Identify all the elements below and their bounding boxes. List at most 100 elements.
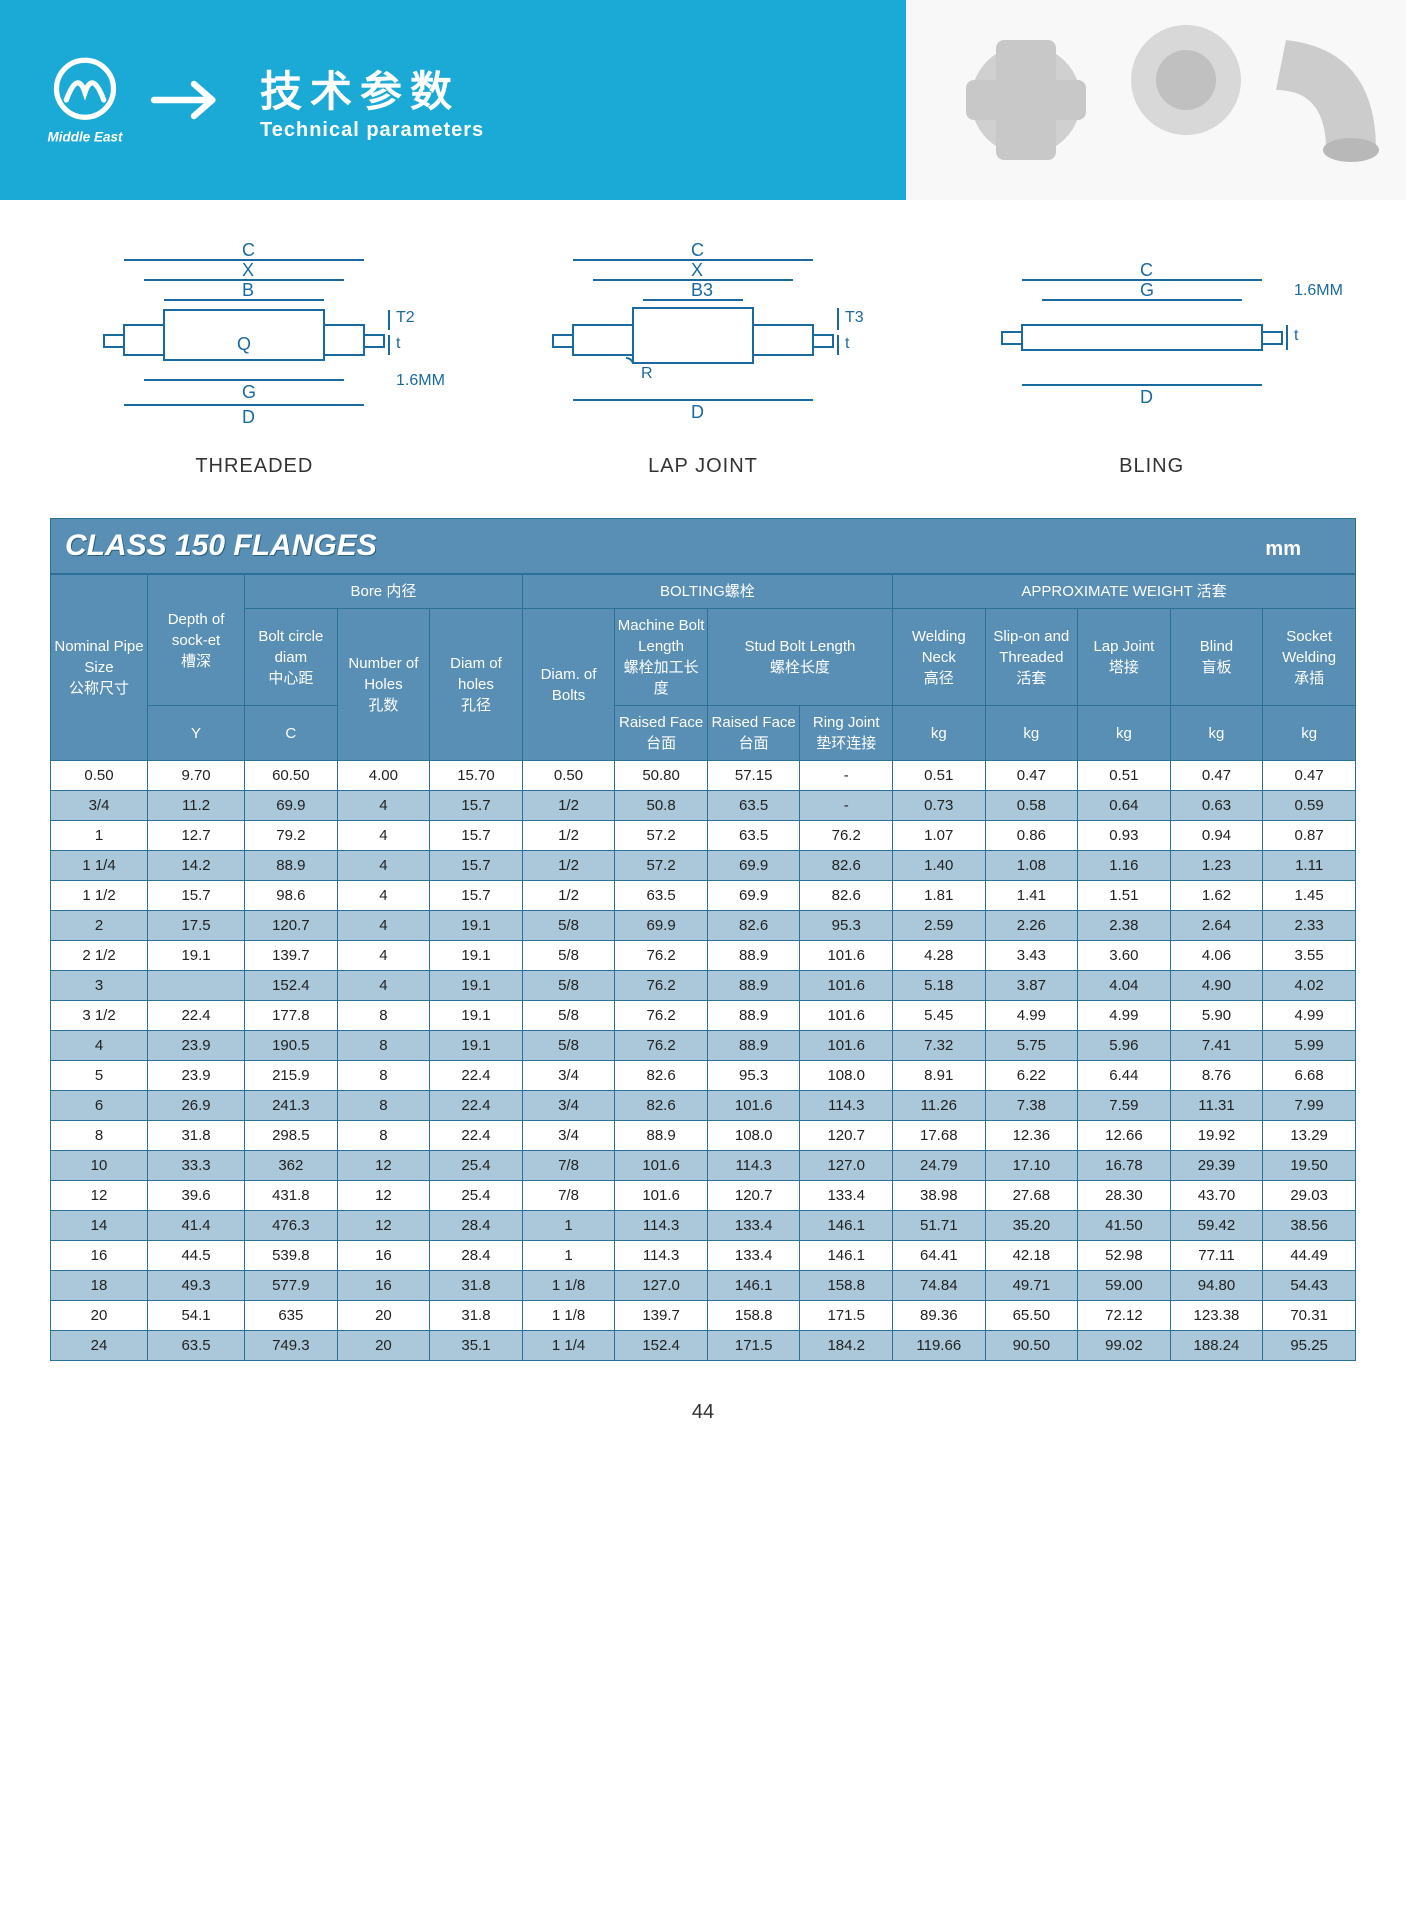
hero-fittings-icon — [906, 0, 1406, 200]
table-cell: 88.9 — [615, 1121, 708, 1151]
table-cell: 19.92 — [1170, 1121, 1263, 1151]
table-cell: 19.1 — [148, 941, 245, 971]
table-cell: 15.7 — [430, 881, 523, 911]
table-cell: 0.50 — [522, 761, 615, 791]
table-cell: 577.9 — [245, 1271, 338, 1301]
table-cell: 29.03 — [1263, 1181, 1356, 1211]
table-cell: 10 — [51, 1151, 148, 1181]
table-cell: 0.73 — [893, 791, 986, 821]
table-cell: 4 — [337, 911, 430, 941]
table-cell: 1.40 — [893, 851, 986, 881]
table-cell: 88.9 — [707, 971, 800, 1001]
diagram-label: LAP JOINT — [513, 455, 893, 478]
table-cell: 108.0 — [800, 1061, 893, 1091]
table-cell: 114.3 — [615, 1241, 708, 1271]
svg-text:X: X — [242, 260, 254, 280]
table-cell: 2.38 — [1078, 911, 1171, 941]
table-cell: 362 — [245, 1151, 338, 1181]
table-cell: 23.9 — [148, 1031, 245, 1061]
th-kg4: kg — [1170, 706, 1263, 761]
table-cell: 69.9 — [707, 851, 800, 881]
table-cell: 3.60 — [1078, 941, 1171, 971]
table-title-bar: CLASS 150 FLANGES mm — [50, 518, 1356, 574]
table-cell: 22.4 — [430, 1091, 523, 1121]
table-cell: 8 — [337, 1031, 430, 1061]
table-cell: 16 — [51, 1241, 148, 1271]
brand-logo-icon: Middle East — [40, 55, 130, 145]
table-row: 831.8298.5822.43/488.9108.0120.717.6812.… — [51, 1121, 1356, 1151]
table-cell: 3/4 — [522, 1091, 615, 1121]
table-cell: 76.2 — [615, 1031, 708, 1061]
table-cell: 51.71 — [893, 1211, 986, 1241]
table-cell: 4.99 — [985, 1001, 1078, 1031]
table-cell: 4.28 — [893, 941, 986, 971]
table-cell: 42.18 — [985, 1241, 1078, 1271]
table-cell: 4 — [337, 821, 430, 851]
table-cell: 15.7 — [430, 791, 523, 821]
table-cell: 123.38 — [1170, 1301, 1263, 1331]
table-cell: 7.41 — [1170, 1031, 1263, 1061]
table-cell: 0.93 — [1078, 821, 1171, 851]
svg-text:B3: B3 — [691, 280, 713, 300]
table-cell: 4 — [337, 851, 430, 881]
table-cell: 0.64 — [1078, 791, 1171, 821]
table-cell: 57.15 — [707, 761, 800, 791]
table-head: Nominal Pipe Size公称尺寸 Depth of sock-et槽深… — [51, 575, 1356, 761]
table-cell: 39.6 — [148, 1181, 245, 1211]
table-cell: 1.45 — [1263, 881, 1356, 911]
table-cell: 22.4 — [148, 1001, 245, 1031]
table-cell: 127.0 — [800, 1151, 893, 1181]
table-cell: 52.98 — [1078, 1241, 1171, 1271]
table-row: 2463.5749.32035.11 1/4152.4171.5184.2119… — [51, 1331, 1356, 1361]
table-cell: 17.10 — [985, 1151, 1078, 1181]
table-cell: 82.6 — [707, 911, 800, 941]
table-cell: 0.51 — [1078, 761, 1171, 791]
th-y: Y — [148, 706, 245, 761]
threaded-svg: C X B Q G D T2 t 1.6MM — [64, 240, 444, 430]
th-weight: APPROXIMATE WEIGHT 活套 — [893, 575, 1356, 609]
table-body: 0.509.7060.504.0015.700.5050.8057.15-0.5… — [51, 761, 1356, 1361]
table-cell: 4.99 — [1078, 1001, 1171, 1031]
table-cell: 0.50 — [51, 761, 148, 791]
table-cell: 241.3 — [245, 1091, 338, 1121]
table-cell: 13.29 — [1263, 1121, 1356, 1151]
table-cell: 16 — [337, 1241, 430, 1271]
table-cell: 88.9 — [245, 851, 338, 881]
table-cell: 188.24 — [1170, 1331, 1263, 1361]
table-cell: 82.6 — [615, 1061, 708, 1091]
svg-text:G: G — [242, 382, 256, 402]
table-cell: 6 — [51, 1091, 148, 1121]
th-diamholes: Diam of holes孔径 — [430, 609, 523, 761]
table-cell: 1.23 — [1170, 851, 1263, 881]
table-cell: 133.4 — [707, 1211, 800, 1241]
table-cell: 12.7 — [148, 821, 245, 851]
table-cell: 1/2 — [522, 821, 615, 851]
table-cell: 8 — [337, 1061, 430, 1091]
table-cell: 7.38 — [985, 1091, 1078, 1121]
svg-text:D: D — [691, 402, 704, 422]
table-cell: 101.6 — [800, 1031, 893, 1061]
th-depth: Depth of sock-et槽深 — [148, 575, 245, 706]
th-kg5: kg — [1263, 706, 1356, 761]
th-kg3: kg — [1078, 706, 1171, 761]
th-lap: Lap Joint塔接 — [1078, 609, 1171, 706]
table-cell: 1/2 — [522, 881, 615, 911]
table-cell: 8 — [51, 1121, 148, 1151]
table-cell: 99.02 — [1078, 1331, 1171, 1361]
svg-text:1.6MM: 1.6MM — [1294, 282, 1342, 299]
diagram-lapjoint: C X B3 R D T3 t LAP JOINT — [513, 240, 893, 478]
svg-text:C: C — [1140, 260, 1153, 280]
table-cell: 76.2 — [615, 1001, 708, 1031]
table-cell: 16 — [337, 1271, 430, 1301]
table-cell: 139.7 — [245, 941, 338, 971]
th-slipon: Slip-on and Threaded活套 — [985, 609, 1078, 706]
table-cell: 8.76 — [1170, 1061, 1263, 1091]
table-cell: 0.47 — [985, 761, 1078, 791]
table-cell: - — [800, 761, 893, 791]
table-row: 3/411.269.9415.71/250.863.5-0.730.580.64… — [51, 791, 1356, 821]
table-cell: 22.4 — [430, 1121, 523, 1151]
table-cell: 1.81 — [893, 881, 986, 911]
table-cell: 5/8 — [522, 941, 615, 971]
table-cell: 54.43 — [1263, 1271, 1356, 1301]
table-cell: 25.4 — [430, 1181, 523, 1211]
